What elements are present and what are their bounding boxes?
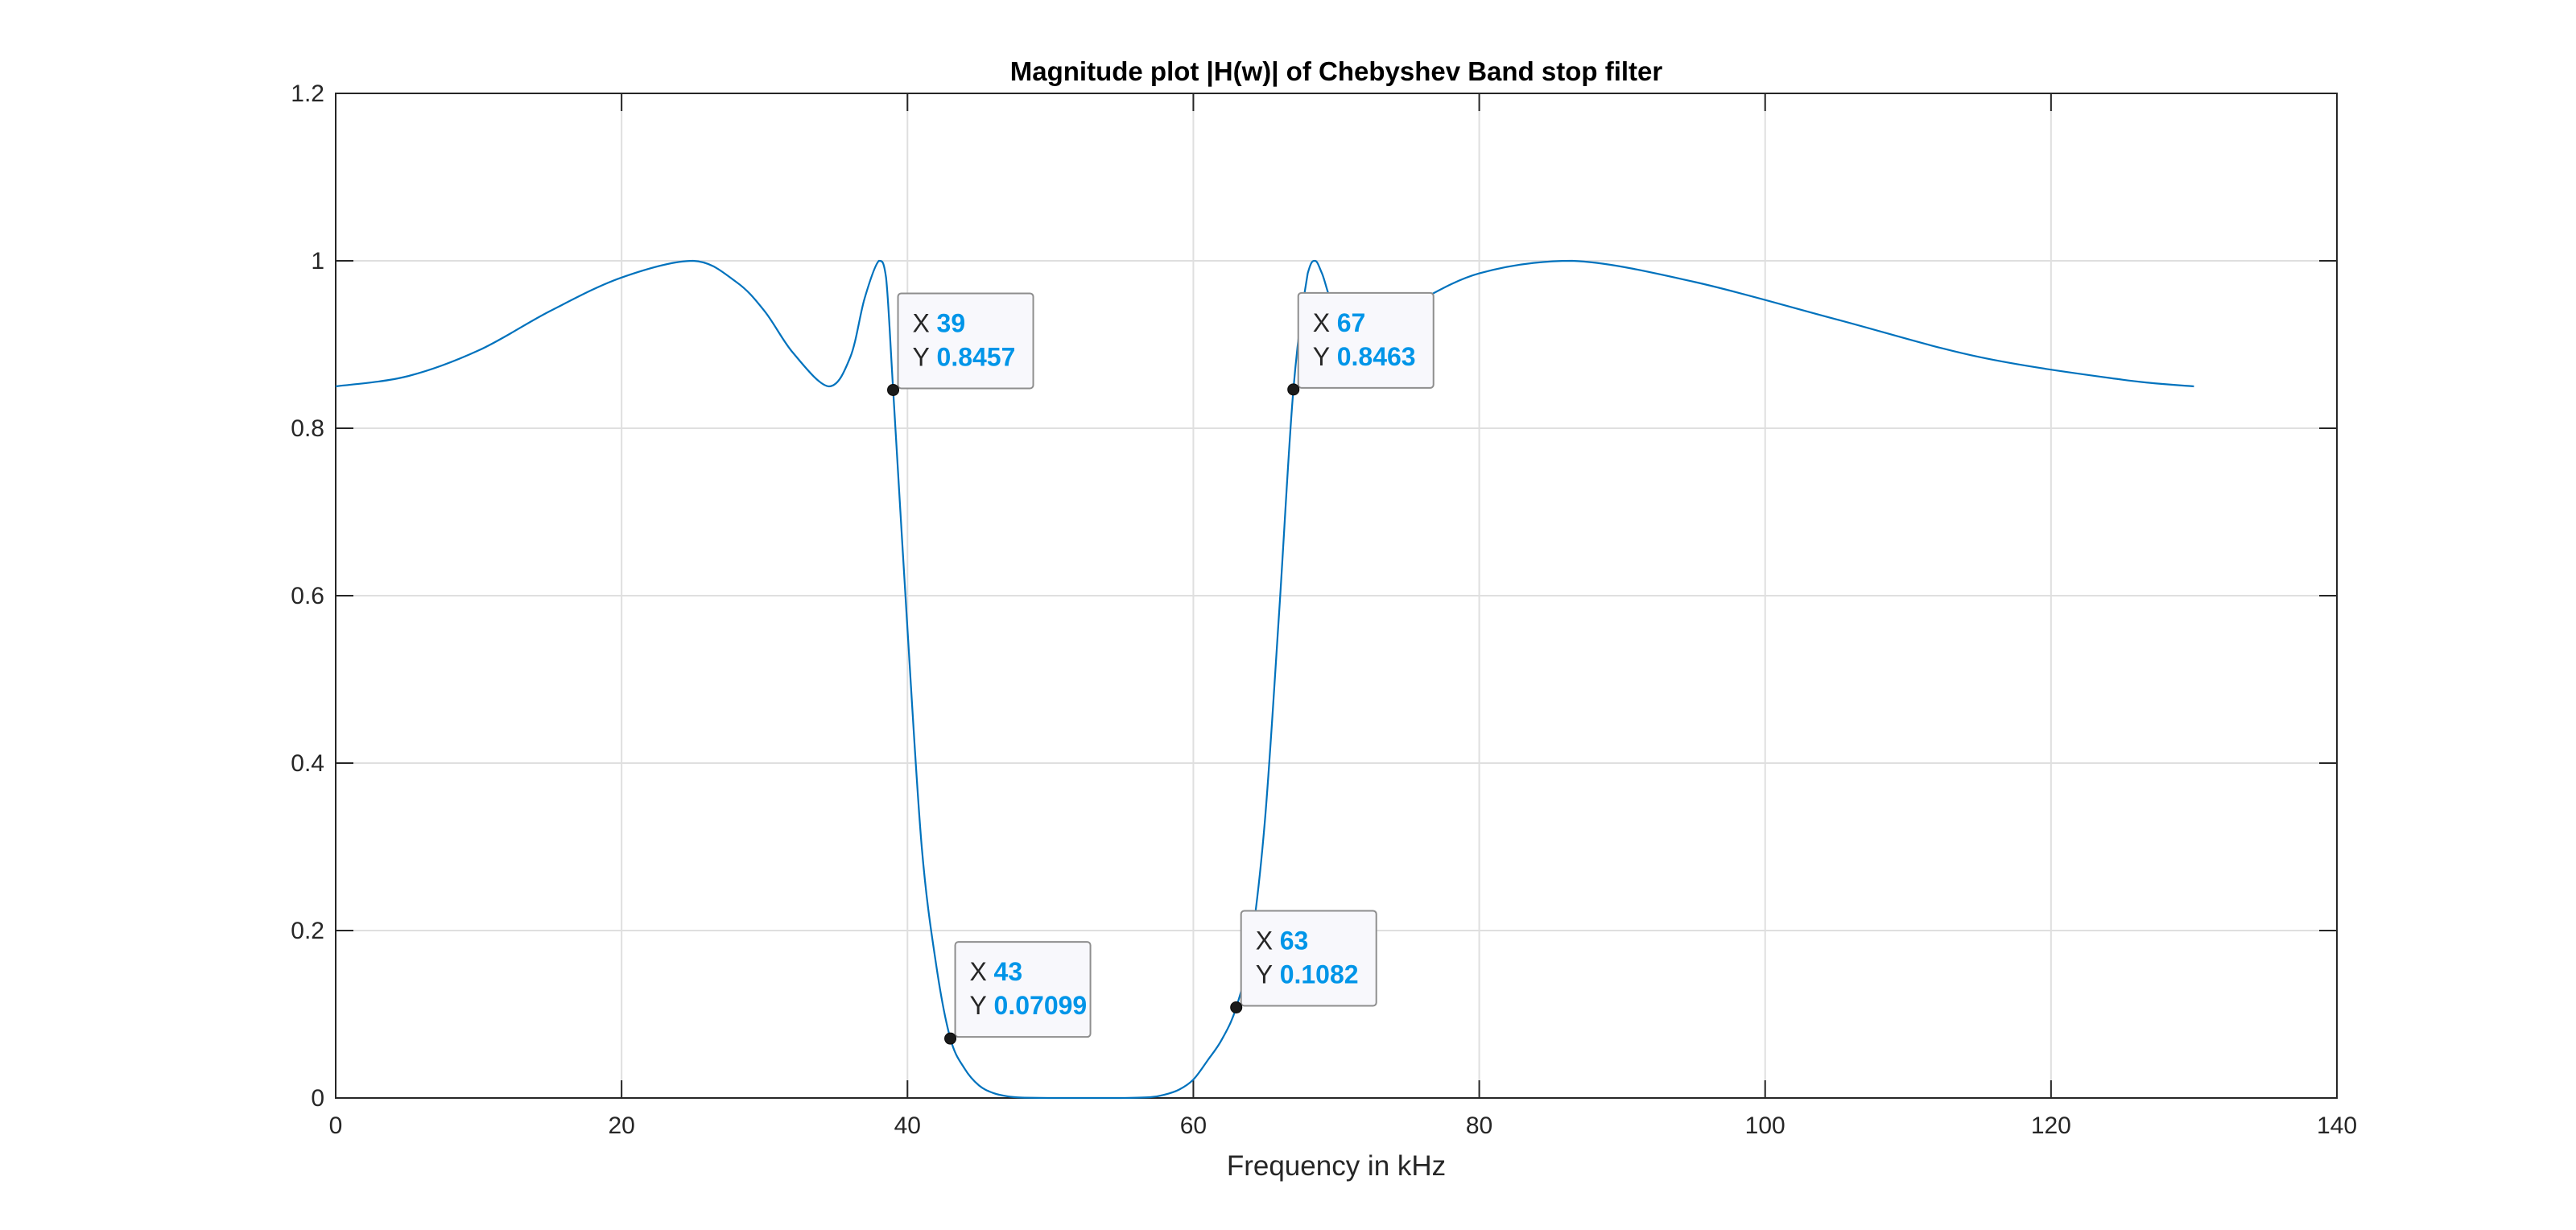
x-tick-label: 100	[1745, 1112, 1785, 1139]
datatip-x-value: 43	[994, 957, 1023, 986]
x-tick-label: 80	[1466, 1112, 1492, 1139]
datatip-y-key: Y	[913, 342, 930, 371]
datatip-y-key: Y	[1256, 960, 1273, 989]
datatip-y-value: 0.8463	[1337, 342, 1416, 371]
datatip-y-key: Y	[970, 991, 987, 1020]
datatip-x-key: X	[1313, 308, 1330, 337]
x-axis-label: Frequency in kHz	[1227, 1150, 1446, 1182]
datatip-marker	[944, 1032, 957, 1045]
datatip[interactable]: X 67Y 0.8463	[1287, 291, 1435, 396]
datatip[interactable]: X 63Y 0.1082	[1230, 910, 1377, 1013]
datatip-box	[1240, 910, 1377, 1007]
y-tick-label: 0.4	[291, 750, 324, 777]
y-tick-label: 0.2	[291, 918, 324, 944]
datatip[interactable]: X 43Y 0.07099	[944, 941, 1092, 1045]
datatip-y-value: 0.8457	[937, 342, 1016, 371]
y-tick-label: 1	[311, 248, 324, 274]
datatip-x-key: X	[1256, 926, 1273, 955]
tick-labels: 0 20 40 60 80 100 120 140 0 0.2 0.4 0.6 0.8 1 1.2	[291, 80, 2357, 1139]
datatip-y-value: 0.07099	[994, 991, 1088, 1020]
datatip-marker	[1287, 383, 1300, 396]
x-tick-label: 20	[608, 1112, 634, 1139]
y-tick-label: 0.6	[291, 583, 324, 609]
y-tick-label: 1.2	[291, 80, 324, 107]
datatip-y-key: Y	[1313, 342, 1330, 371]
x-tick-label: 120	[2031, 1112, 2071, 1139]
x-tick-label: 140	[2317, 1112, 2357, 1139]
datatip[interactable]: X 39Y 0.8457	[887, 292, 1034, 396]
datatip-x-value: 67	[1337, 308, 1366, 337]
x-tick-label: 0	[329, 1112, 343, 1139]
axes-box	[335, 93, 2338, 1099]
datatip-x-value: 63	[1280, 926, 1309, 955]
datatip-x-key: X	[970, 957, 987, 986]
datatip-marker	[887, 383, 900, 396]
datatip-marker	[1230, 1001, 1243, 1013]
datatip-y-value: 0.1082	[1280, 960, 1359, 989]
y-tick-label: 0	[311, 1085, 324, 1112]
x-tick-label: 40	[894, 1112, 921, 1139]
datatip-box	[1297, 291, 1435, 389]
chart-title: Magnitude plot |H(w)| of Chebyshev Band …	[1010, 56, 1663, 86]
x-tick-label: 60	[1180, 1112, 1207, 1139]
datatip-box	[954, 941, 1092, 1038]
datatip-box	[897, 292, 1034, 390]
datatip-x-key: X	[913, 308, 930, 337]
datatip-x-value: 39	[937, 308, 966, 337]
y-tick-label: 0.8	[291, 415, 324, 442]
